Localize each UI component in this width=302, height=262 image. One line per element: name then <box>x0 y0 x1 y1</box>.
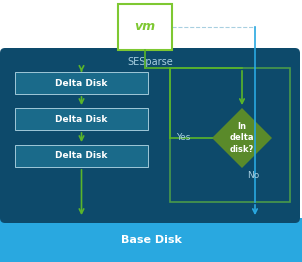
Text: Delta Disk: Delta Disk <box>55 151 108 161</box>
Text: Base Disk: Base Disk <box>120 235 182 245</box>
Text: Yes: Yes <box>176 134 190 143</box>
FancyBboxPatch shape <box>0 218 302 262</box>
FancyBboxPatch shape <box>15 145 148 167</box>
FancyBboxPatch shape <box>15 72 148 94</box>
Polygon shape <box>212 108 272 168</box>
Text: Delta Disk: Delta Disk <box>55 114 108 123</box>
Text: vm: vm <box>134 20 156 34</box>
FancyBboxPatch shape <box>15 108 148 130</box>
FancyBboxPatch shape <box>0 48 300 223</box>
FancyBboxPatch shape <box>118 4 172 50</box>
Text: No: No <box>247 171 259 179</box>
Text: In
delta
disk?: In delta disk? <box>230 122 254 154</box>
Text: SESparse: SESparse <box>127 57 173 67</box>
Text: Delta Disk: Delta Disk <box>55 79 108 88</box>
